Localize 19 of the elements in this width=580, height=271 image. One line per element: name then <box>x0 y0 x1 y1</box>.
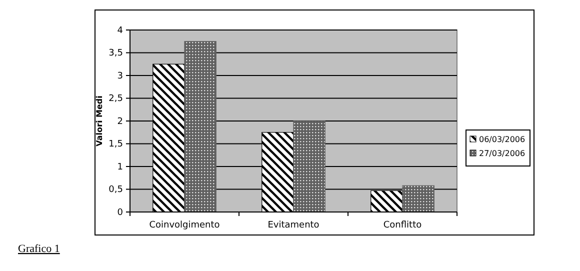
y-tick-label: 3 <box>117 71 123 82</box>
bar <box>293 120 326 212</box>
legend-label: 27/03/2006 <box>479 149 526 158</box>
y-axis-title: Valori Medi <box>95 95 104 146</box>
x-tick-label: Evitamento <box>268 220 320 230</box>
y-tick-label: 2 <box>117 116 123 127</box>
x-tick-label: Coinvolgimento <box>149 220 220 230</box>
y-tick-label: 2,5 <box>108 94 123 104</box>
legend-label: 06/03/2006 <box>479 135 526 144</box>
y-tick-label: 0,5 <box>108 185 123 196</box>
bar <box>402 185 434 212</box>
y-tick-label: 3,5 <box>108 48 123 59</box>
y-tick-label: 4 <box>117 26 124 36</box>
text: Grafico 1 <box>18 243 60 255</box>
bar <box>184 41 216 212</box>
y-tick-label: 1,5 <box>108 140 123 150</box>
x-tick-label: Conflitto <box>383 220 422 230</box>
y-tick-label: 1 <box>117 162 123 172</box>
y-tick-label: 0 <box>117 208 124 218</box>
